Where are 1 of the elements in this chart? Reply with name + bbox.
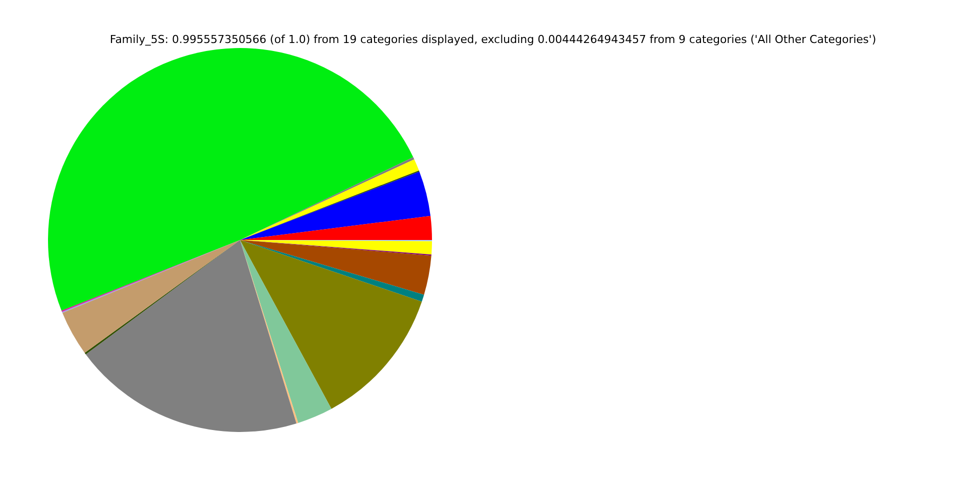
text: Family_5S: 0.995557350566 (of 1.0) from 19 categories displayed, excluding 0.00444264943457 from 9 categories ('All Other Categories'): [108, 33, 878, 46]
